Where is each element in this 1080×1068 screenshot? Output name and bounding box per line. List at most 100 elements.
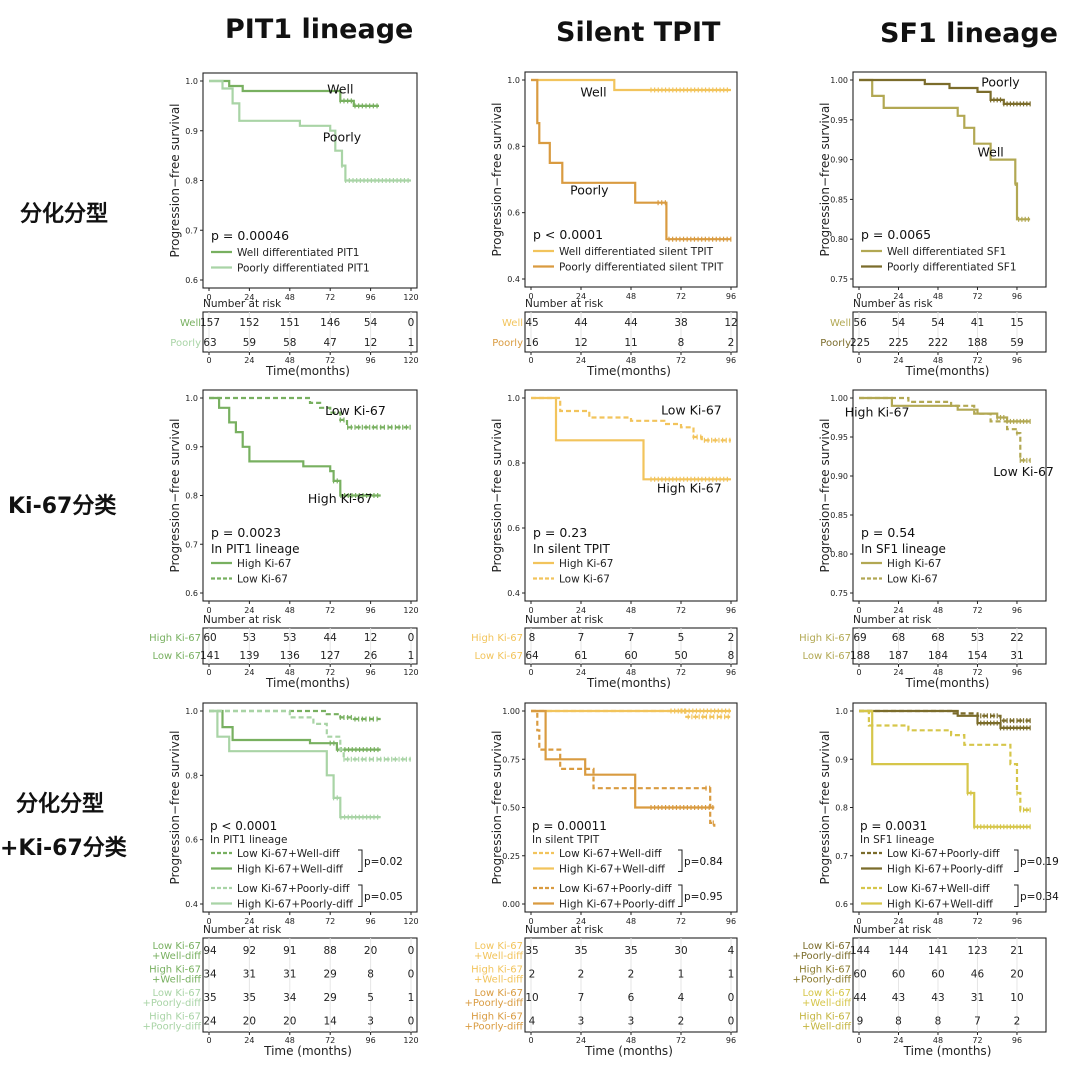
risk-x-tick-label: 96 — [366, 356, 376, 365]
km-curve-1 — [859, 396, 1031, 423]
risk-value: 12 — [364, 337, 377, 349]
risk-row-label: Low Ki-67 — [474, 651, 523, 662]
risk-x-tick-label: 0 — [206, 668, 211, 677]
risk-value: 144 — [888, 945, 908, 957]
p-value: p = 0.0031 — [860, 819, 927, 833]
risk-value: 5 — [678, 632, 685, 644]
risk-value: 2 — [728, 632, 735, 644]
risk-value: 2 — [1014, 1015, 1021, 1027]
panel-pit1-combo: 0.40.60.81.00 24 48 72 96 120Progression−free… — [142, 702, 419, 1058]
y-tick-label: 0.50 — [502, 804, 520, 813]
plot-frame — [852, 389, 1047, 602]
y-axis-label: Progression−free survival — [818, 102, 832, 256]
risk-value: 61 — [574, 650, 587, 662]
curve-annotation: Low Ki-67 — [325, 403, 386, 418]
risk-table-frame — [202, 311, 418, 353]
curve-annotation: Well — [327, 81, 353, 96]
x-tick-label: 96 — [726, 292, 736, 301]
p-value: p = 0.0065 — [861, 227, 931, 242]
x-tick-label: 96 — [1012, 292, 1022, 301]
row-label-ki67: Ki-67分类 — [8, 494, 117, 519]
curve-annotation: Well — [580, 85, 606, 100]
y-tick-label: 0.8 — [507, 142, 520, 151]
risk-value: 188 — [967, 337, 987, 349]
risk-value: 94 — [203, 945, 217, 957]
x-axis-label: Time (months) — [584, 1044, 673, 1058]
x-tick-label: 48 — [933, 606, 943, 615]
risk-value: 20 — [283, 1015, 296, 1027]
x-axis-label: Time(months) — [265, 676, 350, 690]
risk-value: 1 — [408, 992, 415, 1004]
y-tick-label: 0.4 — [507, 275, 520, 284]
curve-annotation: Poorly — [570, 182, 609, 197]
x-tick-label: 72 — [972, 917, 982, 926]
risk-value: 8 — [367, 968, 374, 980]
y-tick-label: 0.4 — [507, 589, 520, 598]
risk-value: 44 — [574, 317, 588, 329]
risk-row-label: High Ki-67 — [149, 1011, 201, 1022]
risk-value: 60 — [853, 968, 866, 980]
y-tick-label: 0.80 — [830, 550, 848, 559]
risk-value: 56 — [853, 317, 867, 329]
y-tick-label: 0.7 — [835, 852, 848, 861]
x-tick-label: 48 — [626, 606, 636, 615]
x-tick-label: 72 — [676, 606, 686, 615]
risk-value: 8 — [895, 1015, 902, 1027]
x-tick-label: 0 — [206, 606, 211, 615]
risk-value: 46 — [971, 968, 985, 980]
km-curve-2 — [209, 709, 381, 751]
p-value: p = 0.54 — [861, 525, 915, 540]
y-tick-label: 0.95 — [830, 116, 848, 125]
risk-value: 34 — [283, 992, 297, 1004]
risk-value: 12 — [364, 632, 377, 644]
risk-value: 34 — [203, 968, 217, 980]
risk-value: 30 — [674, 945, 687, 957]
risk-value: 136 — [280, 650, 300, 662]
risk-x-tick-label: 0 — [206, 1036, 211, 1045]
risk-x-tick-label: 24 — [893, 1036, 903, 1045]
x-tick-label: 24 — [576, 606, 586, 615]
risk-x-tick-label: 0 — [528, 668, 533, 677]
y-tick-label: 1.00 — [502, 707, 520, 716]
column-title-pit1: PIT1 lineage — [225, 14, 414, 45]
plot-frame — [202, 702, 418, 913]
risk-x-tick-label: 0 — [856, 668, 861, 677]
x-tick-label: 0 — [206, 293, 211, 302]
risk-x-tick-label: 72 — [325, 356, 335, 365]
x-tick-label: 48 — [285, 293, 295, 302]
x-axis-label: Time(months) — [905, 364, 990, 378]
x-tick-label: 24 — [244, 917, 254, 926]
x-tick-label: 96 — [726, 606, 736, 615]
risk-value: 22 — [1010, 632, 1023, 644]
risk-value: 64 — [525, 650, 539, 662]
y-tick-label: 0.6 — [507, 209, 520, 218]
risk-value: 91 — [283, 945, 296, 957]
risk-value: 44 — [324, 632, 338, 644]
y-tick-label: 0.75 — [502, 755, 520, 764]
risk-value: 24 — [203, 1015, 217, 1027]
risk-table-title: Number as risk — [853, 298, 933, 310]
risk-row-label: High Ki-67 — [471, 633, 523, 644]
x-tick-label: 120 — [403, 917, 418, 926]
x-tick-label: 0 — [856, 606, 861, 615]
risk-table-title: Number at risk — [203, 298, 282, 310]
x-tick-label: 72 — [972, 606, 982, 615]
risk-row-label: +Poorly-diff — [142, 998, 202, 1009]
risk-value: 188 — [850, 650, 870, 662]
legend-entry: High Ki-67 — [559, 558, 613, 570]
risk-value: 47 — [324, 337, 337, 349]
risk-value: 35 — [525, 945, 538, 957]
risk-table-frame — [852, 627, 1047, 665]
risk-value: 184 — [928, 650, 948, 662]
row-label-differentiation: 分化分型 — [20, 202, 109, 227]
risk-x-tick-label: 48 — [285, 1036, 295, 1045]
p-value: p < 0.0001 — [210, 819, 277, 833]
x-tick-label: 120 — [403, 293, 418, 302]
risk-value: 4 — [728, 945, 735, 957]
panel-subtitle: In SF1 lineage — [860, 834, 934, 846]
risk-table-frame — [202, 627, 418, 665]
risk-row-label: High Ki-67 — [471, 964, 523, 975]
risk-value: 44 — [853, 992, 867, 1004]
